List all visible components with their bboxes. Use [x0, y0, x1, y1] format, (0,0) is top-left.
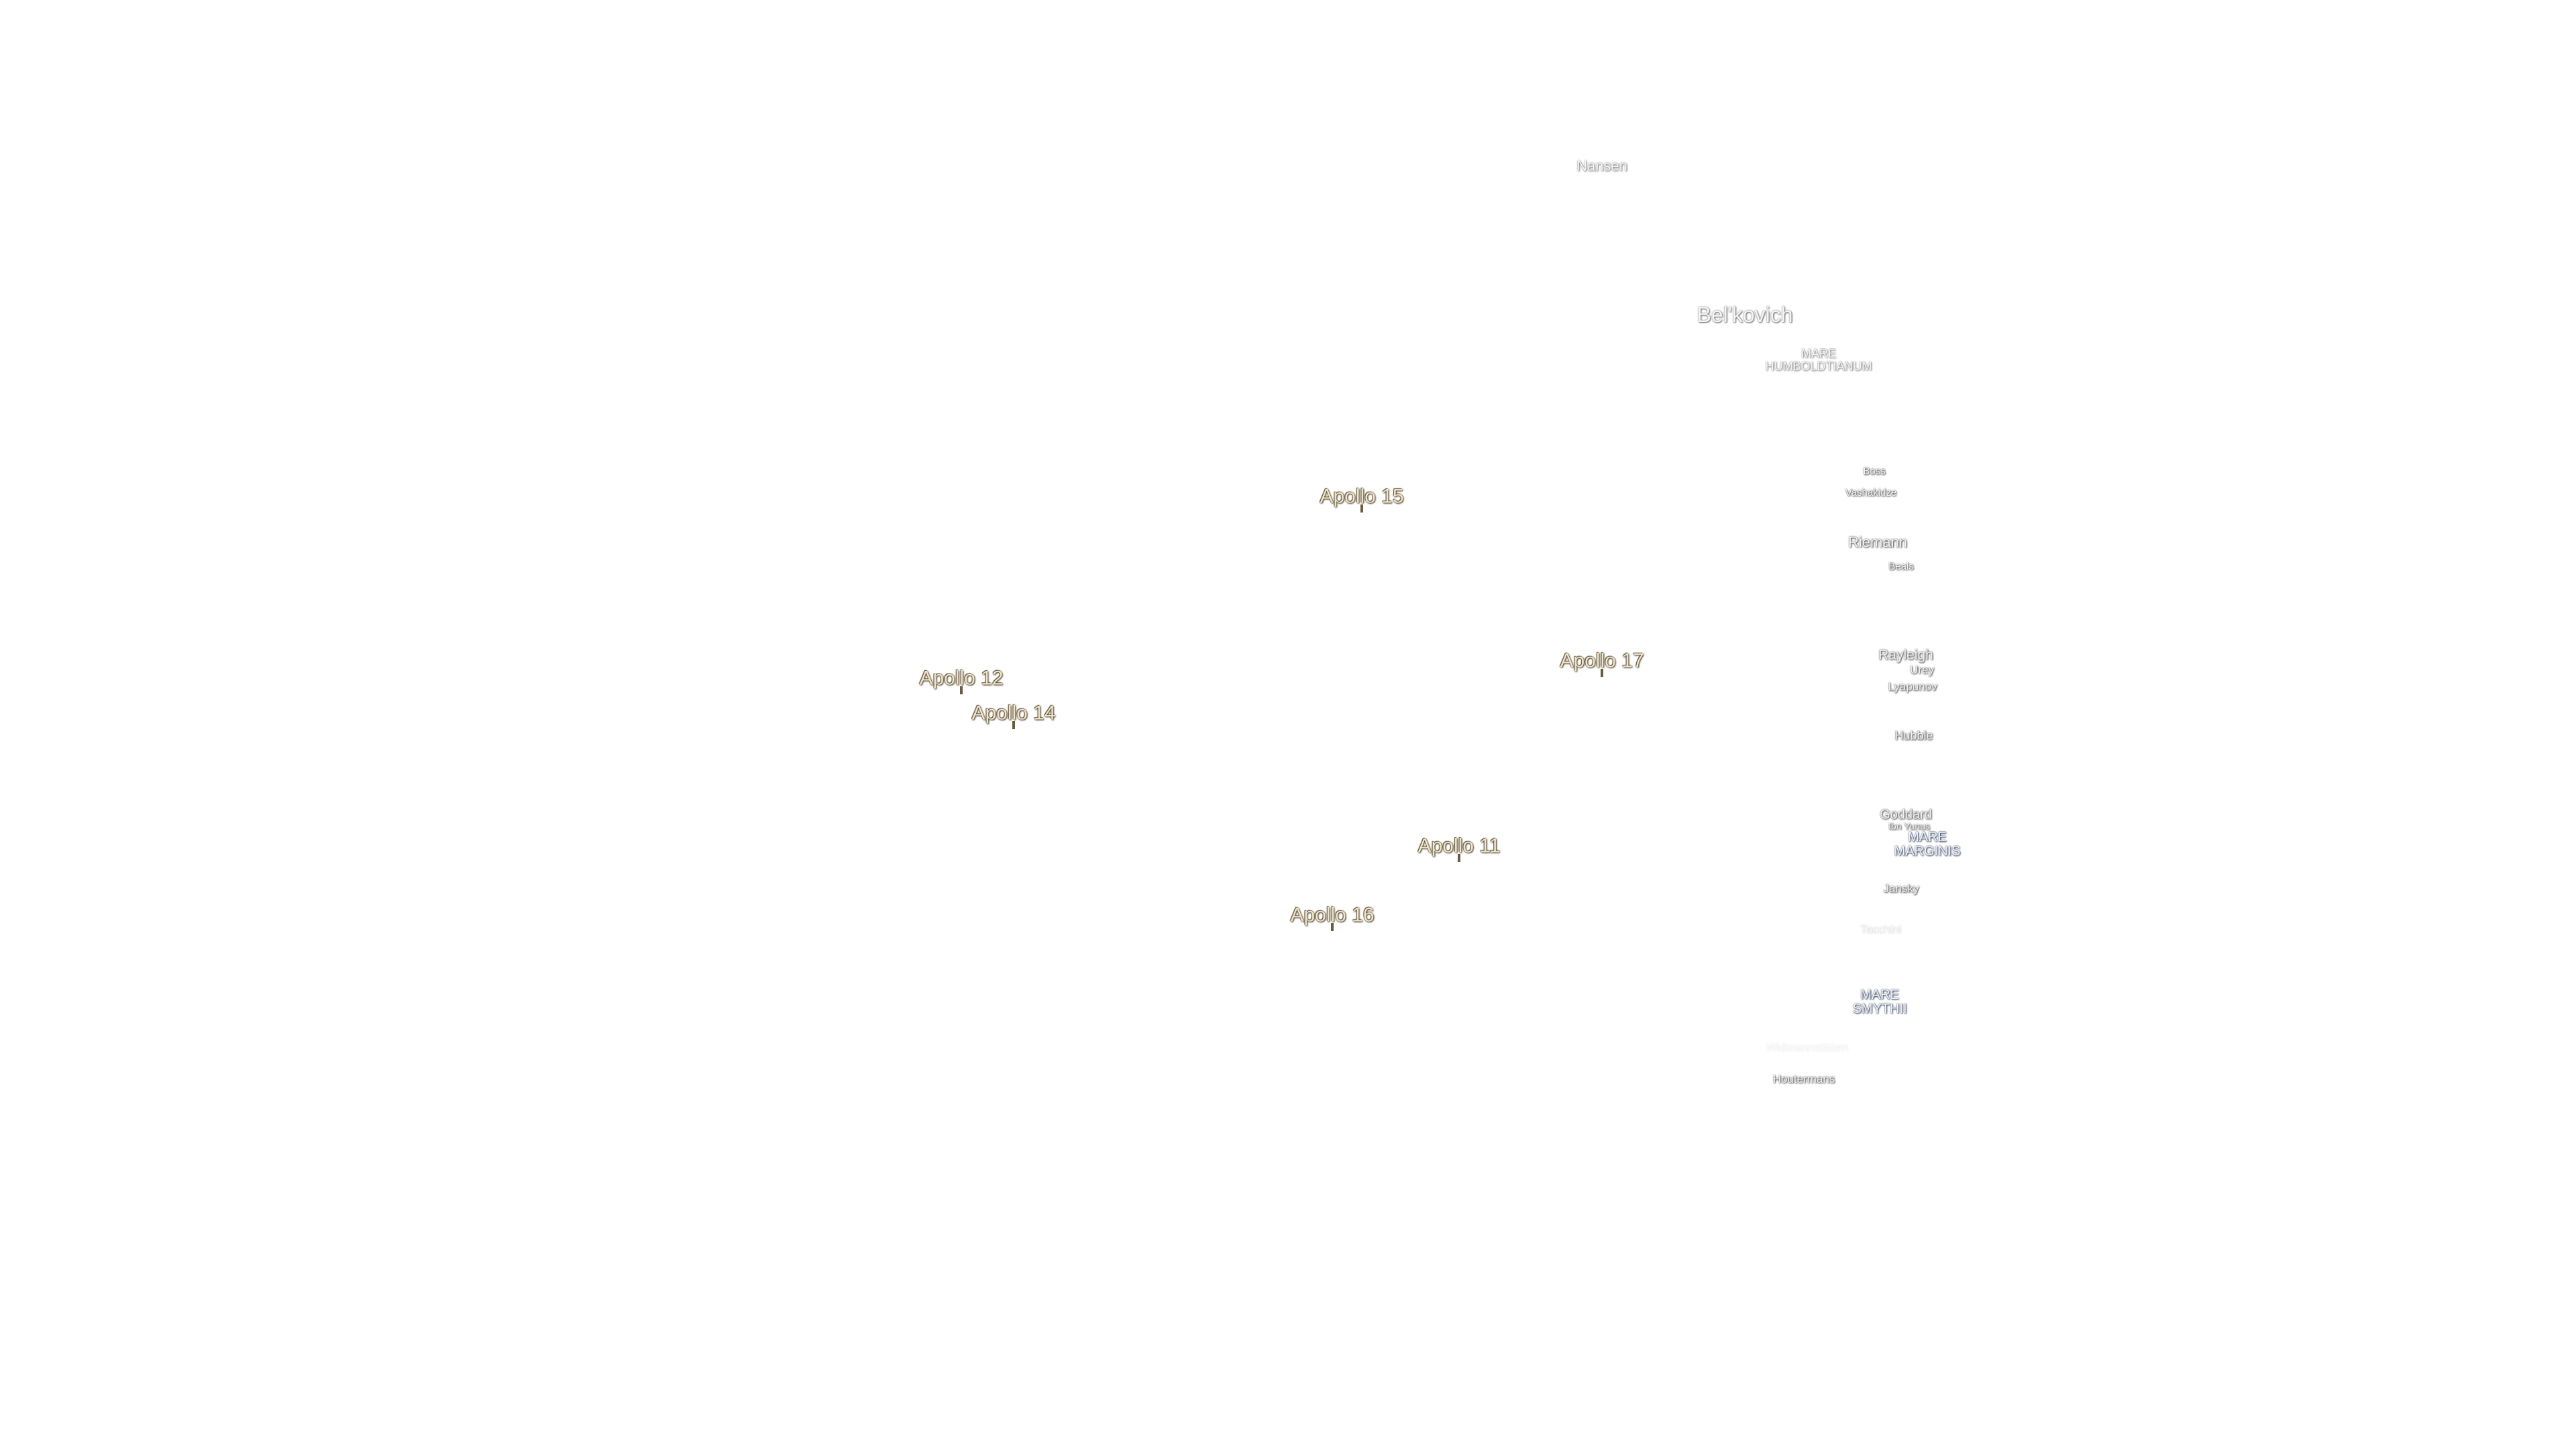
landing-site-label[interactable]: Apollo 11	[1417, 835, 1501, 857]
landing-site-pin	[1601, 669, 1603, 677]
landing-site-pin	[1360, 504, 1363, 513]
crater-label[interactable]: Houtermans	[1772, 1073, 1835, 1086]
landing-site-pin	[1331, 923, 1334, 931]
crater-label[interactable]: Goddard	[1880, 807, 1932, 822]
landing-site-label[interactable]: Apollo 16	[1290, 904, 1375, 926]
crater-label[interactable]: Bel'kovich	[1697, 303, 1793, 327]
crater-label[interactable]: Ibn Yunus	[1888, 820, 1931, 832]
crater-label[interactable]: Jansky	[1883, 882, 1919, 896]
crater-label[interactable]: Boss	[1863, 466, 1886, 478]
landing-site-label[interactable]: Apollo 15	[1320, 485, 1404, 508]
crater-label[interactable]: Beals	[1888, 561, 1914, 573]
crater-label[interactable]: Widmannstätten	[1766, 1041, 1849, 1055]
mare-label[interactable]: MARE SMYTHII	[1852, 987, 1907, 1016]
crater-label[interactable]: Urey	[1910, 663, 1934, 677]
landing-site-pin	[1012, 721, 1015, 729]
mare-label[interactable]: MARE HUMBOLDTIANUM	[1765, 347, 1872, 373]
crater-label[interactable]: Lyapunov	[1888, 680, 1937, 694]
crater-label[interactable]: Riemann	[1847, 533, 1908, 551]
crater-label[interactable]: Rayleigh	[1878, 647, 1933, 663]
crater-label[interactable]: Vashakidze	[1845, 487, 1897, 499]
crater-label[interactable]: Hubble	[1894, 729, 1933, 743]
landing-site-pin	[1458, 854, 1460, 862]
landing-site-label[interactable]: Apollo 14	[971, 702, 1056, 724]
landing-site-pin	[960, 686, 963, 694]
mare-label[interactable]: MARE MARGINIS	[1894, 830, 1961, 859]
crater-label[interactable]: Nansen	[1576, 157, 1627, 174]
crater-label[interactable]: Tacchini	[1860, 923, 1902, 936]
landing-site-label[interactable]: Apollo 17	[1560, 649, 1644, 672]
landing-site-label[interactable]: Apollo 12	[919, 667, 1004, 690]
